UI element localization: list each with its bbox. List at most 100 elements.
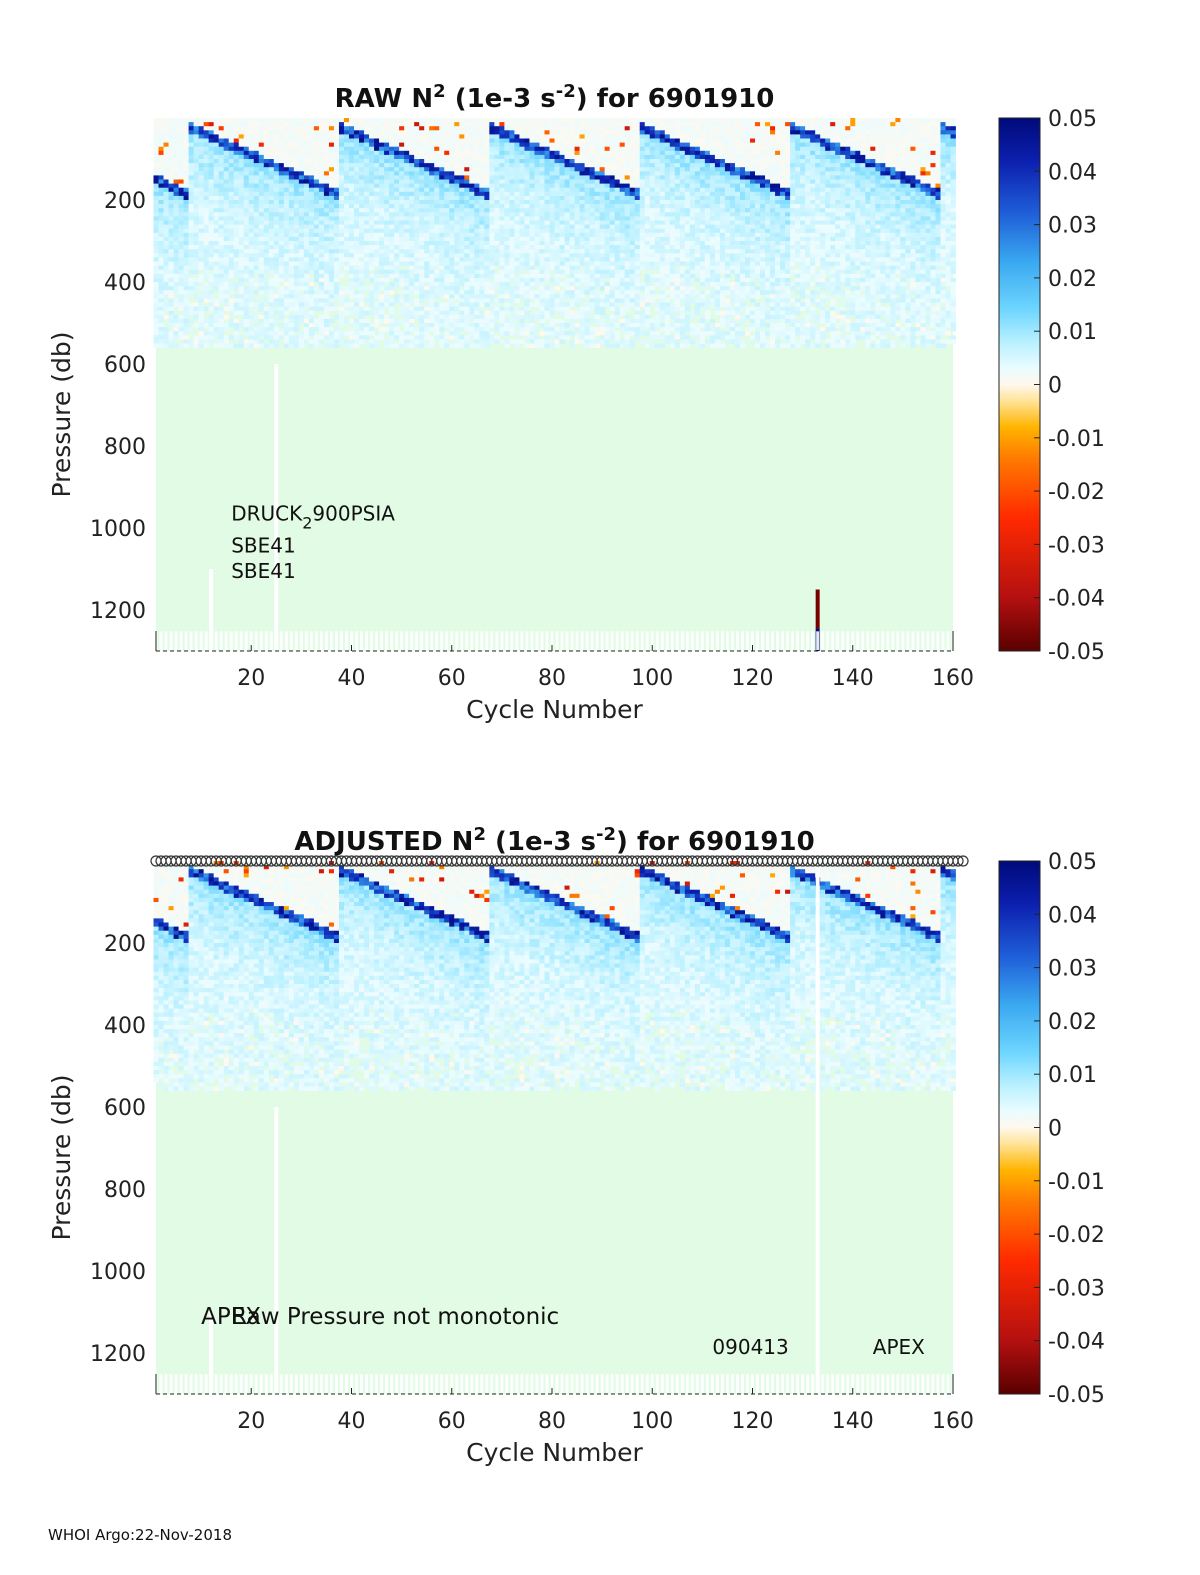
heatmap-cell <box>484 310 490 316</box>
heatmap-cell <box>494 118 500 123</box>
heatmap-cell <box>258 286 265 291</box>
heatmap-cell <box>208 126 215 131</box>
heatmap-cell <box>554 220 560 225</box>
heatmap-cell <box>263 195 270 201</box>
heatmap-cell <box>514 167 520 172</box>
heatmap-cell <box>429 224 435 230</box>
heatmap-cell <box>549 249 555 254</box>
heatmap-cell <box>208 187 215 193</box>
heatmap-cell <box>243 146 250 152</box>
heatmap-cell <box>454 335 460 340</box>
heatmap-cell <box>213 163 220 168</box>
heatmap-cell <box>599 277 606 283</box>
heatmap-cell <box>243 122 250 127</box>
heatmap-cell <box>449 327 455 332</box>
heatmap-cell <box>424 138 430 143</box>
heatmap-cell <box>303 257 310 262</box>
heatmap-cell <box>163 306 169 312</box>
heatmap-cell <box>569 343 575 348</box>
heatmap-cell <box>248 138 255 143</box>
heatmap-cell <box>544 216 550 221</box>
heatmap-cell <box>158 273 164 279</box>
heatmap-cell <box>359 118 365 123</box>
heatmap-cell <box>614 343 621 348</box>
heatmap-cell <box>474 159 480 164</box>
heatmap-cell <box>409 232 415 238</box>
heatmap-cell <box>298 191 305 197</box>
heatmap-cell <box>193 122 199 127</box>
heatmap-cell <box>293 306 300 312</box>
heatmap-cell <box>223 204 230 209</box>
heatmap-cell <box>539 249 545 254</box>
heatmap-cell <box>619 142 626 148</box>
heatmap-cell <box>288 154 295 160</box>
heatmap-cell <box>354 204 360 209</box>
heatmap-cell <box>233 245 240 250</box>
heatmap-cell <box>379 175 385 180</box>
heatmap-cell <box>193 339 199 344</box>
heatmap-cell <box>359 159 365 164</box>
heatmap-cell <box>313 232 320 238</box>
heatmap-cell <box>188 171 194 176</box>
heatmap-cell <box>484 245 490 250</box>
heatmap-cell <box>323 253 330 258</box>
heatmap-cell <box>584 306 590 312</box>
heatmap-cell <box>539 228 545 234</box>
heatmap-cell <box>278 245 285 250</box>
heatmap-cell <box>624 216 631 221</box>
heatmap-cell <box>424 175 430 180</box>
heatmap-cell <box>499 134 505 139</box>
heatmap-cell <box>364 323 370 328</box>
heatmap-cell <box>549 142 555 148</box>
heatmap-cell <box>584 130 590 135</box>
heatmap-cell <box>404 314 410 320</box>
heatmap-cell <box>444 343 450 348</box>
heatmap-cell <box>228 290 235 295</box>
heatmap-cell <box>218 208 225 213</box>
heatmap-cell <box>193 306 199 312</box>
heatmap-cell <box>333 122 340 127</box>
heatmap-cell <box>394 154 400 160</box>
heatmap-cell <box>589 294 595 299</box>
heatmap-cell <box>429 302 435 307</box>
heatmap-cell <box>293 265 300 271</box>
heatmap-cell <box>364 335 370 340</box>
heatmap-cell <box>379 154 385 160</box>
heatmap-cell <box>208 241 215 246</box>
heatmap-cell <box>283 171 290 176</box>
heatmap-cell <box>549 212 555 217</box>
heatmap-cell <box>409 327 415 332</box>
heatmap-cell <box>439 150 445 156</box>
heatmap-cell <box>444 179 450 184</box>
heatmap-cell <box>554 257 560 262</box>
heatmap-cell <box>539 208 545 213</box>
heatmap-cell <box>218 167 225 172</box>
heatmap-cell <box>288 159 295 164</box>
heatmap-cell <box>278 261 285 266</box>
heatmap-cell <box>439 224 445 230</box>
heatmap-cell <box>349 142 355 148</box>
heatmap-cell <box>258 298 265 303</box>
heatmap-cell <box>509 187 515 193</box>
heatmap-cell <box>534 245 540 250</box>
heatmap-cell <box>323 122 330 127</box>
heatmap-cell <box>419 257 425 262</box>
heatmap-cell <box>223 130 230 135</box>
heatmap-cell <box>228 216 235 221</box>
heatmap-cell <box>364 171 370 176</box>
heatmap-cell <box>449 118 455 123</box>
heatmap-cell <box>288 269 295 275</box>
heatmap-cell <box>333 253 340 258</box>
heatmap-cell <box>258 208 265 213</box>
heatmap-cell <box>529 191 535 197</box>
heatmap-cell <box>233 195 240 201</box>
heatmap-cell <box>459 236 465 242</box>
heatmap-cell <box>569 220 575 225</box>
heatmap-cell <box>569 195 575 201</box>
heatmap-cell <box>369 228 375 234</box>
heatmap-cell <box>153 314 159 320</box>
heatmap-cell <box>594 195 600 201</box>
heatmap-cell <box>589 228 595 234</box>
heatmap-cell <box>434 163 440 168</box>
heatmap-cell <box>248 273 255 279</box>
